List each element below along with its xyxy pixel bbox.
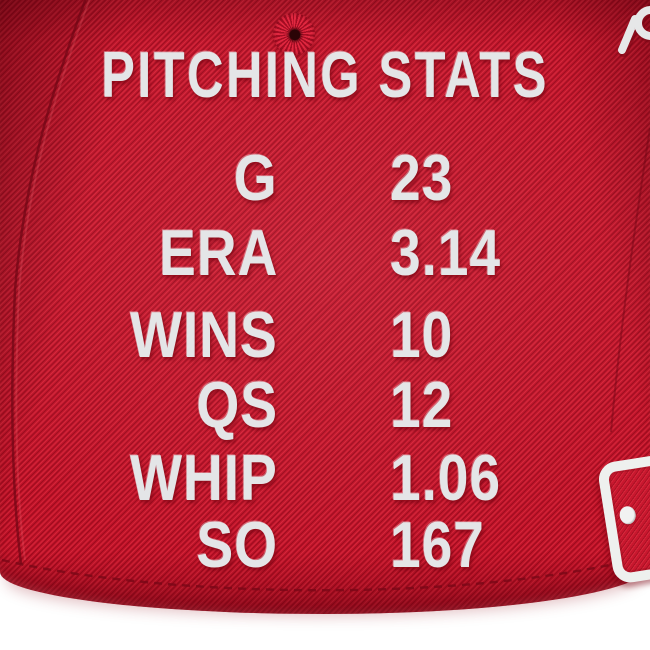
stat-row: G 23 [0,145,650,211]
stat-row: WHIP 1.06 [0,445,650,511]
stat-label: QS [196,368,278,441]
stat-row: ERA 3.14 [0,220,650,286]
stat-label: G [234,141,278,214]
title-pitching-stats: PITCHING STATS [101,38,549,111]
stat-row: WINS 10 [0,302,650,368]
stat-value: 167 [390,508,485,581]
stat-value: 23 [390,141,454,214]
vent-eyelet-icon [273,13,315,55]
cap-crown-fabric: PITCHING STATS G 23 ERA 3.14 WINS 10 QS … [0,0,650,614]
patch-baseball-dot [618,505,638,526]
stat-row: SO 167 [0,512,650,578]
stat-label: ERA [158,216,278,289]
stat-value: 10 [390,298,454,371]
stat-value: 3.14 [390,216,501,289]
stat-value: 12 [390,368,454,441]
stat-label: SO [196,508,278,581]
stat-row: QS 12 [0,372,650,438]
stats-list: G 23 ERA 3.14 WINS 10 QS 12 WHIP 1.06 SO… [0,145,650,578]
stat-value: 1.06 [390,441,501,514]
stat-label: WINS [130,298,278,371]
stat-label: WHIP [130,441,278,514]
